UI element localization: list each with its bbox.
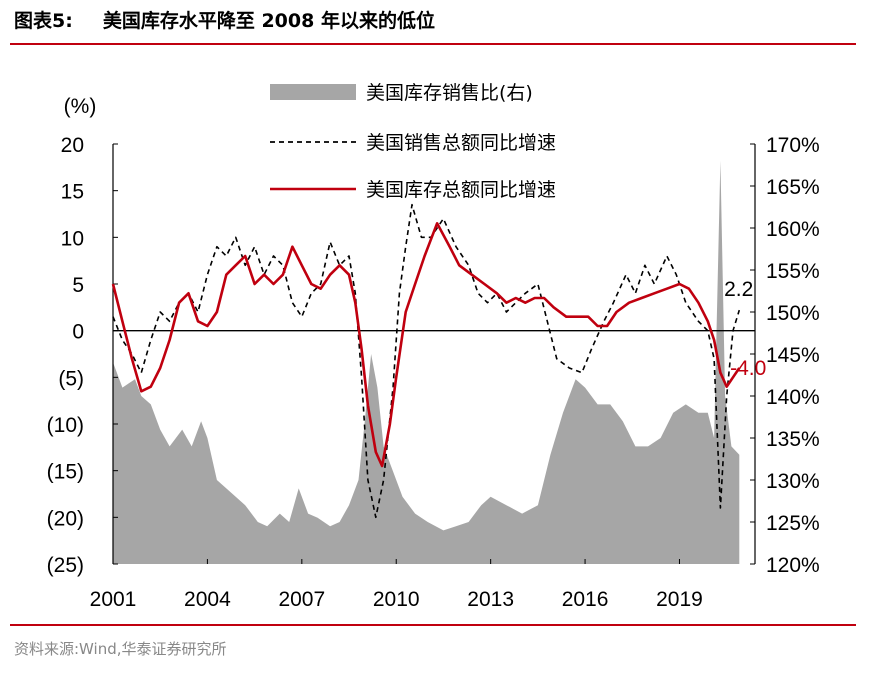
legend-label: 美国销售总额同比增速 (366, 132, 556, 154)
series-inventory-sales-ratio-area (113, 160, 740, 565)
x-tick-label: 2019 (656, 588, 703, 611)
x-tick-label: 2010 (373, 588, 420, 611)
x-tick-label: 2013 (467, 588, 514, 611)
labels-group: 20 15 10 5 0 (5) (10) (15) (20) (25) (%) 170% 165% 16… (47, 95, 820, 611)
x-tick-label: 2004 (184, 588, 231, 611)
left-tick-label: 20 (61, 134, 84, 157)
left-tick-label: 15 (61, 181, 84, 204)
x-tick-label: 2016 (562, 588, 609, 611)
right-tick-label: 145% (766, 344, 820, 367)
left-tick-label: (20) (47, 507, 84, 530)
right-tick-label: 155% (766, 260, 820, 283)
source-note: 资料来源:Wind,华泰证券研究所 (14, 640, 227, 658)
legend-label: 美国库存销售比(右) (366, 82, 533, 104)
right-tick-label: 125% (766, 512, 820, 535)
right-tick-label: 140% (766, 386, 820, 409)
annotation-label: 2.2 (724, 278, 753, 301)
left-tick-label: (5) (58, 367, 84, 390)
right-tick-label: 130% (766, 470, 820, 493)
figure-title-prefix: 图表5: (14, 10, 73, 32)
right-tick-label: 165% (766, 176, 820, 199)
left-tick-label: 10 (61, 227, 84, 250)
figure-title-text: 美国库存水平降至 2008 年以来的低位 (102, 10, 435, 32)
top-rule (10, 43, 856, 45)
figure-title: 图表5: 美国库存水平降至 2008 年以来的低位 (14, 6, 435, 33)
lines-group (111, 203, 741, 519)
left-tick-label: (10) (47, 414, 84, 437)
left-tick-label: 5 (72, 274, 84, 297)
annotation-label: -4.0 (730, 357, 766, 380)
legend-swatch-ratio-area (270, 84, 356, 100)
x-tick-label: 2001 (90, 588, 137, 611)
left-axis-unit-label: (%) (64, 95, 97, 118)
right-tick-label: 120% (766, 554, 820, 577)
left-tick-label: (25) (47, 554, 84, 577)
x-tick-label: 2007 (278, 588, 325, 611)
right-tick-label: 170% (766, 134, 820, 157)
right-tick-label: 160% (766, 218, 820, 241)
series-inventory-yoy-line (111, 222, 741, 468)
left-tick-label: (15) (47, 461, 84, 484)
legend-label: 美国库存总额同比增速 (366, 179, 556, 201)
right-tick-label: 150% (766, 302, 820, 325)
series-sales-yoy-line (112, 203, 741, 519)
axes-group (112, 143, 756, 565)
bottom-rule (10, 624, 856, 626)
left-tick-label: 0 (72, 321, 84, 344)
ratio-area-group (113, 160, 740, 565)
right-tick-label: 135% (766, 428, 820, 451)
